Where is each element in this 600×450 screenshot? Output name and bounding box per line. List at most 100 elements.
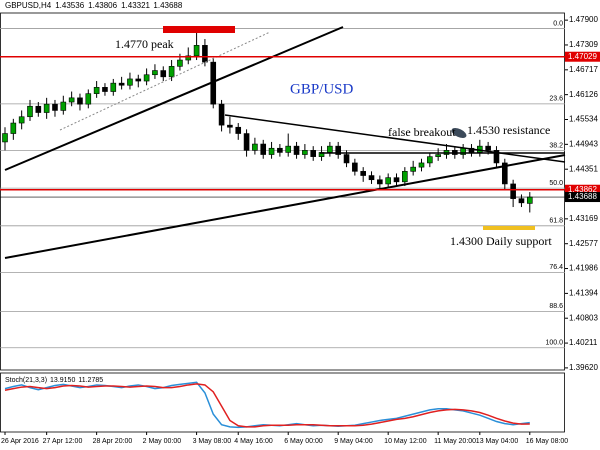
candle-body bbox=[343, 154, 350, 164]
y-tick-label: 1.40211 bbox=[569, 338, 598, 347]
candle-body bbox=[485, 145, 491, 151]
ohlc-low: 1.43321 bbox=[121, 1, 150, 10]
candle-body bbox=[410, 166, 416, 172]
candle-body bbox=[68, 97, 75, 103]
candle-body bbox=[385, 177, 391, 185]
stoch-line bbox=[4, 383, 530, 428]
candle-body bbox=[185, 55, 192, 61]
y-tick-label: 1.41986 bbox=[569, 264, 598, 273]
y-tick-label: 1.47900 bbox=[569, 15, 598, 24]
x-tick-label: 16 May 08:00 bbox=[526, 438, 569, 445]
channel-line bbox=[59, 31, 271, 131]
candle-body bbox=[293, 145, 300, 155]
y-tick-label: 1.41394 bbox=[569, 289, 598, 298]
ohlc-high: 1.43806 bbox=[88, 1, 117, 10]
candle-body bbox=[168, 66, 175, 78]
candle-body bbox=[143, 74, 150, 82]
candle-body bbox=[135, 78, 142, 82]
y-tick-label: 1.39620 bbox=[569, 363, 598, 372]
annotation: false breakout bbox=[388, 125, 456, 139]
annotation: 1.4770 peak bbox=[115, 37, 174, 51]
candle-body bbox=[285, 145, 292, 153]
price-label: 1.43862 bbox=[568, 185, 597, 194]
support-marker bbox=[483, 226, 535, 230]
candle-body bbox=[227, 124, 233, 128]
x-tick-label: 11 May 20:00 bbox=[434, 438, 476, 445]
candle-body bbox=[77, 97, 83, 105]
fib-label: 61.8 bbox=[549, 218, 563, 225]
candle-body bbox=[35, 105, 42, 113]
candle-body bbox=[260, 143, 267, 155]
candle-body bbox=[360, 171, 366, 176]
plot-group bbox=[2, 28, 533, 213]
breakout-marker bbox=[451, 128, 467, 138]
x-tick-label: 4 May 16:00 bbox=[234, 438, 273, 445]
ohlc-close: 1.43688 bbox=[153, 1, 182, 10]
trend-line bbox=[4, 154, 566, 259]
annotation: 1.4300 Daily support bbox=[450, 234, 552, 248]
symbol: GBPUSD,H4 bbox=[5, 1, 52, 10]
candle-body bbox=[435, 154, 441, 157]
candle-body bbox=[268, 147, 275, 155]
candle-body bbox=[393, 177, 400, 183]
y-tick-label: 1.46717 bbox=[569, 65, 598, 74]
candle-body bbox=[93, 87, 100, 94]
fib-label: 50.0 bbox=[549, 180, 563, 187]
symbol-header: GBPUSD,H4 1.43536 1.43806 1.43321 1.43688 bbox=[5, 1, 183, 10]
y-tick-label: 1.40803 bbox=[569, 313, 598, 322]
y-tick-label: 1.45534 bbox=[569, 115, 598, 124]
candle-body bbox=[43, 103, 50, 113]
candle-body bbox=[352, 162, 358, 172]
fib-label: 38.2 bbox=[549, 142, 563, 149]
fib-group: 0.0 23.6 38.2 50.0 61.8 76.4 88.6 100.0 bbox=[0, 20, 565, 349]
y-tick-label: 1.47309 bbox=[569, 40, 598, 49]
candle-body bbox=[102, 87, 108, 92]
candle-body bbox=[368, 175, 375, 181]
stoch-title: Stoch(21,3,3) bbox=[5, 377, 47, 384]
candle-body bbox=[493, 150, 500, 164]
candle-body bbox=[418, 162, 425, 168]
triangle-line bbox=[224, 114, 566, 163]
candle-body bbox=[235, 126, 242, 134]
price-label: 1.43688 bbox=[568, 192, 597, 201]
candle-body bbox=[526, 196, 533, 204]
candle-body bbox=[510, 183, 516, 199]
candle-body bbox=[501, 162, 508, 185]
candle-body bbox=[302, 150, 308, 155]
y-tick-label: 1.43169 bbox=[569, 214, 598, 223]
y-tick-label: 1.46126 bbox=[569, 90, 598, 99]
candle-body bbox=[202, 45, 208, 63]
candle-body bbox=[118, 82, 125, 86]
trend-line bbox=[4, 26, 344, 171]
fib-label: 100.0 bbox=[545, 340, 563, 347]
candle-body bbox=[177, 59, 183, 67]
stoch-k-value: 13.9150 bbox=[50, 377, 75, 384]
fib-label: 88.6 bbox=[549, 303, 563, 310]
peak-marker bbox=[163, 26, 235, 33]
candle-body bbox=[110, 82, 117, 92]
candle-body bbox=[10, 122, 17, 134]
x-tick-label: 3 May 08:00 bbox=[193, 438, 232, 445]
candle-body bbox=[2, 133, 8, 143]
fib-label: 76.4 bbox=[549, 264, 563, 271]
candle-body bbox=[377, 179, 383, 185]
fib-label: 23.6 bbox=[549, 96, 563, 103]
candle-body bbox=[60, 101, 67, 111]
x-tick-label: 27 Apr 12:00 bbox=[43, 438, 83, 445]
x-tick-label: 28 Apr 20:00 bbox=[93, 438, 133, 445]
candle-body bbox=[18, 116, 25, 124]
candle-body bbox=[27, 105, 33, 118]
y-tick-label: 1.44351 bbox=[569, 164, 598, 173]
candle-body bbox=[252, 143, 258, 151]
x-tick-label: 13 May 04:00 bbox=[476, 438, 519, 445]
candle-body bbox=[160, 70, 167, 78]
stoch-d-value: 11.2785 bbox=[78, 377, 103, 384]
x-tick-label: 6 May 00:00 bbox=[284, 438, 323, 445]
price-box bbox=[565, 184, 600, 195]
candle-body bbox=[402, 171, 408, 183]
candle-body bbox=[335, 145, 342, 155]
candle-body bbox=[152, 70, 158, 76]
stoch-header: Stoch(21,3,3) 13.9150 11.2785 bbox=[5, 377, 103, 384]
